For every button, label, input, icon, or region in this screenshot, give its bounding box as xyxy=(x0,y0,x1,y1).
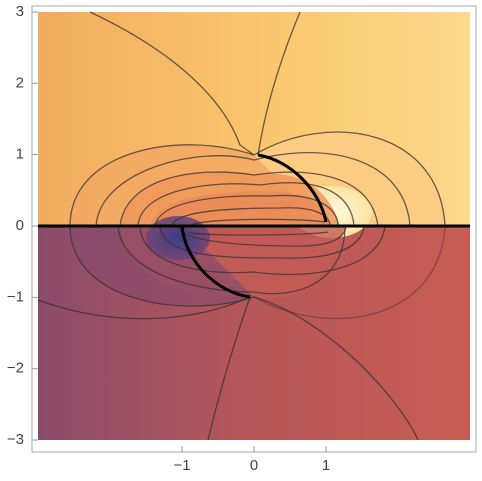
y-tick-label: 3 xyxy=(16,3,24,20)
x-tick-label: 0 xyxy=(250,457,258,474)
y-tick-label: −1 xyxy=(7,288,24,305)
contours xyxy=(37,11,446,441)
y-tick-label: −3 xyxy=(7,431,24,448)
y-tick-label: 0 xyxy=(16,217,24,234)
y-tick-label: 2 xyxy=(16,74,24,91)
x-tick-label: 1 xyxy=(322,457,330,474)
branch-cuts xyxy=(38,153,470,299)
x-tick-label: −1 xyxy=(173,457,190,474)
y-tick-label: −2 xyxy=(7,360,24,377)
y-tick-label: 1 xyxy=(16,146,24,163)
